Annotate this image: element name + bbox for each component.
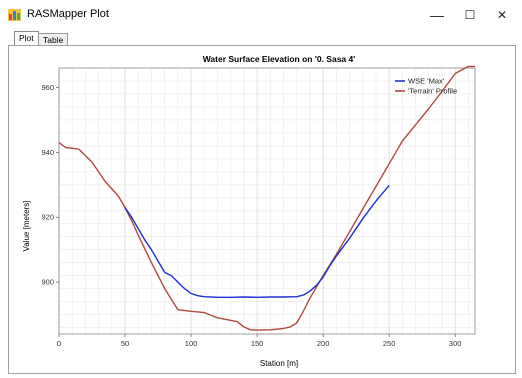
series-line-1 (58, 65, 475, 331)
tab-strip: Plot Table (0, 30, 522, 46)
tab-plot[interactable]: Plot (14, 31, 39, 46)
y-tick-label: 960 (41, 83, 54, 92)
series-line-0 (124, 184, 390, 299)
y-tick-label: 900 (41, 278, 54, 287)
title-bar: RASMapper Plot — ☐ ✕ (0, 0, 522, 30)
legend-label: WSE 'Max' (408, 77, 445, 86)
x-tick-label: 200 (317, 339, 330, 348)
app-icon (8, 9, 21, 21)
chart: Water Surface Elevation on '0. Sasa 4' 0… (22, 54, 476, 368)
series-lines (58, 65, 475, 331)
x-axis-label: Station [m] (260, 359, 298, 368)
minimize-button[interactable]: — (430, 7, 444, 23)
plot-area (58, 67, 476, 335)
maximize-button[interactable]: ☐ (464, 8, 476, 22)
x-tick-label: 150 (251, 339, 264, 348)
y-axis-label: Value [meters] (22, 201, 31, 252)
x-tick-label: 0 (57, 339, 61, 348)
close-button[interactable]: ✕ (496, 8, 508, 22)
tab-table[interactable]: Table (38, 33, 69, 46)
x-tick-label: 250 (383, 339, 396, 348)
legend-label: 'Terrain' Profile (408, 87, 457, 96)
window-title: RASMapper Plot (27, 8, 109, 20)
axis-ticks: 0 50 100 150 200 250 300 900 920 940 960 (41, 83, 461, 348)
x-tick-label: 50 (121, 339, 129, 348)
plot-panel: Water Surface Elevation on '0. Sasa 4' 0… (8, 45, 516, 374)
chart-title: Water Surface Elevation on '0. Sasa 4' (203, 54, 356, 64)
y-tick-label: 940 (41, 148, 54, 157)
legend: WSE 'Max''Terrain' Profile (395, 77, 457, 96)
x-tick-label: 100 (185, 339, 198, 348)
x-tick-label: 300 (449, 339, 462, 348)
y-tick-label: 920 (41, 213, 54, 222)
